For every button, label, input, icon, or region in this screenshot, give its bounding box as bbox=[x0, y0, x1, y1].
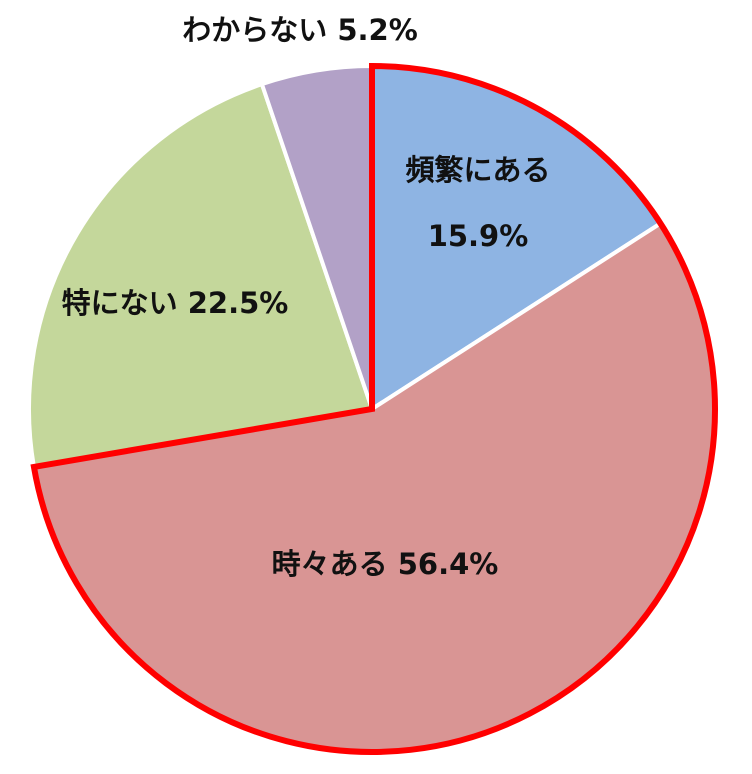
highlight-outline bbox=[30, 62, 718, 755]
slice-label: 頻繁にある bbox=[405, 153, 550, 187]
slice-label-group: 特にない 22.5% bbox=[62, 286, 289, 320]
space bbox=[327, 13, 337, 47]
slice-label: わからない bbox=[182, 13, 327, 47]
space bbox=[178, 286, 188, 320]
slice-label-group: わからない 5.2% bbox=[182, 13, 418, 47]
value-label: 56.4% bbox=[398, 547, 499, 581]
slice-label: 特にない bbox=[62, 286, 178, 320]
slice-label-group: 時々ある 56.4% bbox=[272, 547, 499, 581]
value-label: 22.5% bbox=[188, 286, 289, 320]
pie-slice bbox=[27, 82, 374, 469]
slice-label: 時々ある bbox=[272, 547, 388, 581]
value-label: 5.2% bbox=[337, 13, 417, 47]
value-label: 15.9% bbox=[428, 219, 529, 253]
space bbox=[388, 547, 398, 581]
